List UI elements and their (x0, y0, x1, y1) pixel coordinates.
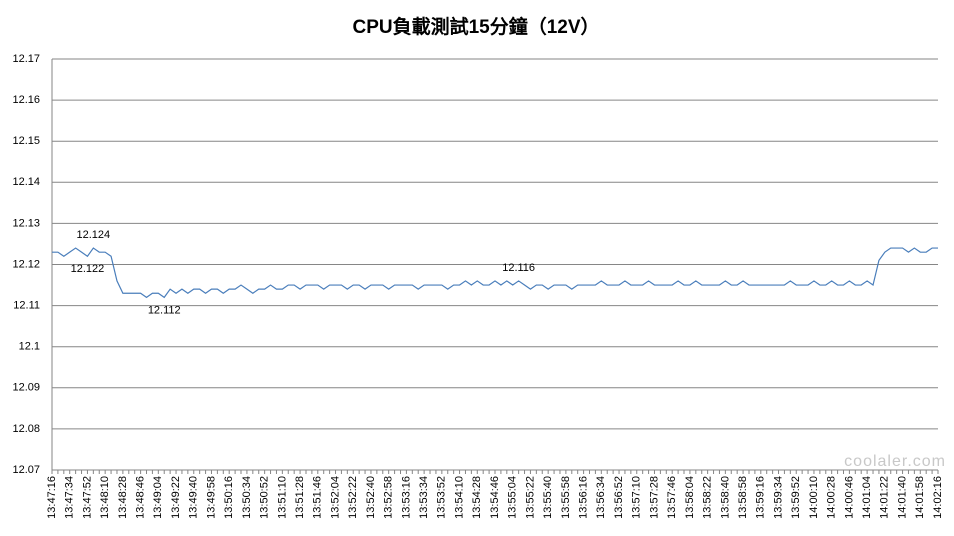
x-tick-label: 13:57:10 (631, 476, 643, 519)
x-tick-label: 13:58:40 (719, 476, 731, 519)
x-tick-label: 13:47:52 (81, 476, 93, 519)
x-tick-label: 13:52:40 (365, 476, 377, 519)
x-tick-label: 13:50:16 (223, 476, 235, 519)
data-label: 12.122 (71, 263, 105, 275)
x-tick-label: 14:00:46 (843, 476, 855, 519)
y-tick-label: 12.12 (12, 258, 40, 270)
x-tick-label: 13:59:16 (755, 476, 767, 519)
x-tick-label: 14:02:16 (932, 476, 944, 519)
x-tick-label: 13:57:46 (666, 476, 678, 519)
x-tick-label: 13:59:34 (772, 476, 784, 519)
x-tick-label: 14:01:22 (879, 476, 891, 519)
x-tick-label: 14:00:28 (826, 476, 838, 519)
x-tick-label: 13:53:34 (418, 476, 430, 519)
x-tick-label: 13:50:52 (259, 476, 271, 519)
x-tick-label: 13:58:58 (737, 476, 749, 519)
x-tick-label: 13:49:22 (170, 476, 182, 519)
x-tick-label: 13:56:16 (578, 476, 590, 519)
x-tick-label: 13:58:22 (702, 476, 714, 519)
data-label: 12.112 (148, 304, 181, 316)
x-tick-label: 13:51:10 (276, 476, 288, 519)
x-tick-label: 13:48:28 (117, 476, 129, 519)
x-tick-label: 13:47:16 (46, 476, 58, 519)
x-tick-label: 14:01:40 (896, 476, 908, 519)
x-tick-label: 13:50:34 (241, 476, 253, 519)
x-tick-label: 14:00:10 (808, 476, 820, 519)
y-tick-label: 12.15 (12, 135, 40, 147)
x-tick-label: 13:52:04 (329, 476, 341, 519)
x-tick-label: 13:55:58 (560, 476, 572, 519)
y-tick-label: 12.11 (13, 300, 40, 312)
x-tick-label: 13:55:22 (524, 476, 536, 519)
x-tick-label: 13:54:10 (453, 476, 465, 519)
x-tick-label: 13:53:52 (436, 476, 448, 519)
x-tick-label: 13:59:52 (790, 476, 802, 519)
x-tick-label: 14:01:04 (861, 476, 873, 519)
y-tick-label: 12.1 (19, 341, 40, 353)
chart-title: CPU負載測試15分鐘（12V） (352, 15, 599, 38)
x-tick-label: 13:55:40 (542, 476, 554, 519)
x-tick-label: 13:51:28 (294, 476, 306, 519)
line-series (52, 247, 938, 299)
y-tick-label: 12.13 (12, 217, 40, 229)
x-tick-label: 13:56:34 (595, 476, 607, 519)
x-tick-label: 13:49:40 (188, 476, 200, 519)
x-tick-label: 13:48:46 (135, 476, 147, 519)
x-tick-label: 13:48:10 (99, 476, 111, 519)
x-tick-label: 13:51:46 (312, 476, 324, 519)
x-tick-label: 13:56:52 (613, 476, 625, 519)
y-tick-label: 12.09 (12, 382, 40, 394)
y-tick-label: 12.08 (12, 423, 40, 435)
x-tick-label: 13:47:34 (64, 476, 76, 519)
y-tick-label: 12.16 (12, 94, 40, 106)
x-tick-label: 14:01:58 (914, 476, 926, 519)
x-tick-label: 13:53:16 (400, 476, 412, 519)
x-tick-label: 13:52:58 (383, 476, 395, 519)
x-tick-label: 13:49:04 (152, 476, 164, 519)
x-tick-label: 13:57:28 (648, 476, 660, 519)
data-label: 12.116 (502, 262, 535, 274)
x-tick-label: 13:49:58 (205, 476, 217, 519)
x-tick-label: 13:58:04 (684, 476, 696, 519)
y-tick-label: 12.17 (12, 53, 40, 65)
x-tick-label: 13:52:22 (347, 476, 359, 519)
x-tick-label: 13:54:46 (489, 476, 501, 519)
x-tick-label: 13:54:28 (471, 476, 483, 519)
y-tick-label: 12.07 (12, 464, 40, 476)
data-label: 12.124 (77, 229, 111, 241)
y-tick-label: 12.14 (12, 176, 40, 188)
watermark: coolaler.com (844, 453, 946, 470)
x-tick-label: 13:55:04 (507, 476, 519, 519)
